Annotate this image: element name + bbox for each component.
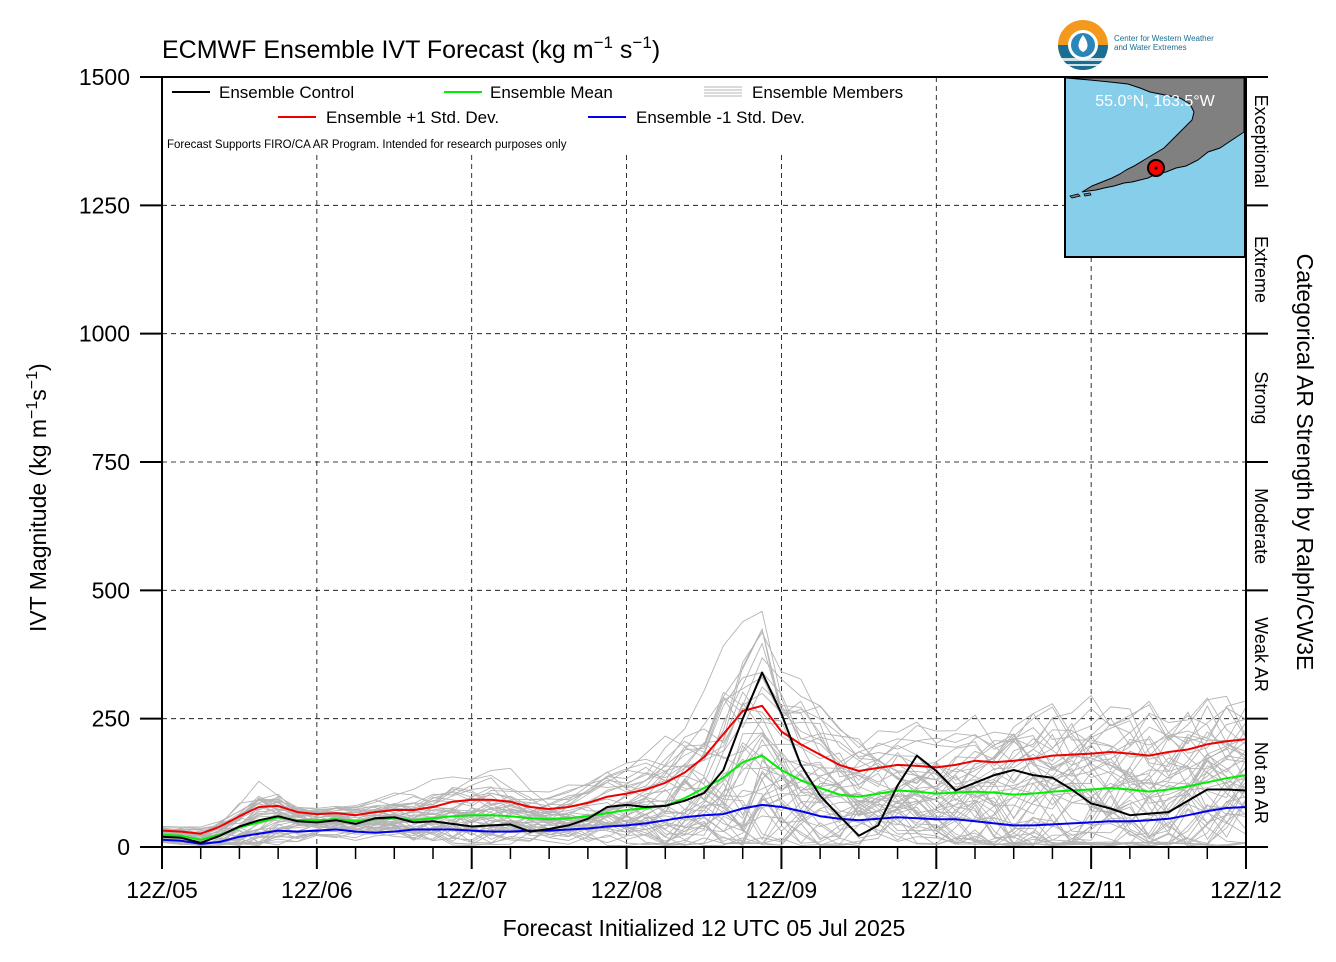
right-axis-label: Categorical AR Strength by Ralph/CW3E [1292, 254, 1318, 671]
ensemble-member-line [161, 676, 1247, 835]
legend-label-plus: Ensemble +1 Std. Dev. [326, 108, 499, 127]
ensemble-member-line [161, 708, 1247, 835]
x-tick-label-0: 12Z/05 [126, 877, 198, 903]
x-tick-label-6: 12Z/11 [1056, 877, 1126, 903]
ensemble-member-line [161, 752, 1247, 847]
y-axis-label: IVT Magnitude (kg m−1s−1) [24, 363, 51, 632]
category-label-4: Extreme [1251, 236, 1271, 303]
series-line-ensemble-mean [161, 754, 1247, 841]
x-tick-label-4: 12Z/09 [746, 877, 818, 903]
category-label-2: Moderate [1251, 488, 1271, 564]
ensemble-member-line [161, 758, 1247, 847]
y-tick-label-250: 250 [92, 706, 130, 732]
series-line-ensemble-control [161, 671, 1247, 844]
ensemble-member-line [161, 722, 1247, 843]
logo-text-line2: and Water Extremes [1114, 43, 1187, 52]
x-tick-label-5: 12Z/10 [900, 877, 972, 903]
legend-label-minus: Ensemble -1 Std. Dev. [636, 108, 805, 127]
x-tick-label-1: 12Z/06 [281, 877, 353, 903]
series-line-ensemble-1-std-dev- [161, 704, 1247, 835]
chart-title: ECMWF Ensemble IVT Forecast (kg m−1 s−1) [162, 33, 660, 64]
x-tick-label-2: 12Z/07 [436, 877, 508, 903]
inset-land-alaska [1065, 77, 1245, 193]
ensemble-member-line [161, 786, 1247, 847]
inset-land-islands [1069, 192, 1092, 199]
category-label-5: Exceptional [1251, 95, 1271, 188]
legend-label-control: Ensemble Control [219, 83, 354, 102]
y-tick-label-1000: 1000 [79, 321, 130, 347]
logo-text-line1: Center for Western Weather [1114, 34, 1214, 43]
legend: Ensemble Control Ensemble Mean Ensemble … [167, 83, 903, 151]
ensemble-members [161, 610, 1247, 847]
ensemble-member-line [161, 734, 1247, 846]
x-axis-label: Forecast Initialized 12 UTC 05 Jul 2025 [503, 915, 906, 941]
legend-label-members: Ensemble Members [752, 83, 903, 102]
ensemble-member-line [161, 700, 1247, 835]
cw3e-logo: Center for Western Weather and Water Ext… [1058, 20, 1214, 70]
series-line-ensemble-1-std-dev- [161, 803, 1247, 845]
category-label-0: Not an AR [1251, 742, 1271, 824]
ensemble-member-line [161, 627, 1247, 842]
x-tick-label-3: 12Z/08 [591, 877, 663, 903]
ensemble-member-line [161, 776, 1247, 847]
series-lines [161, 671, 1247, 845]
inset-map: 55.0°N, 163.5°W [1064, 76, 1246, 258]
category-label-1: Weak AR [1251, 617, 1271, 692]
legend-label-mean: Ensemble Mean [490, 83, 613, 102]
x-tick-label-7: 12Z/12 [1210, 877, 1282, 903]
research-note: Forecast Supports FIRO/CA AR Program. In… [167, 139, 567, 151]
y-tick-label-1250: 1250 [79, 192, 130, 218]
legend-swatch-members [704, 86, 742, 97]
axes: 0 250 500 750 1000 1250 1500 Not an AR Weak AR Mo… [79, 64, 1282, 903]
ensemble-member-line [161, 757, 1247, 845]
y-tick-label-1500: 1500 [79, 64, 130, 90]
ensemble-member-line [161, 732, 1247, 846]
y-tick-label-500: 500 [92, 577, 130, 603]
category-label-3: Strong [1251, 371, 1271, 424]
inset-coords: 55.0°N, 163.5°W [1095, 93, 1215, 110]
y-tick-label-750: 750 [92, 449, 130, 475]
y-tick-label-0: 0 [117, 834, 130, 860]
